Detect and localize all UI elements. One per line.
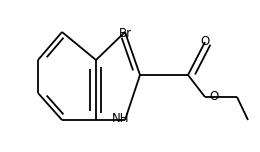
Text: Br: Br [119, 27, 132, 40]
Text: NH: NH [112, 112, 130, 125]
Text: O: O [209, 90, 218, 104]
Text: O: O [200, 35, 210, 48]
